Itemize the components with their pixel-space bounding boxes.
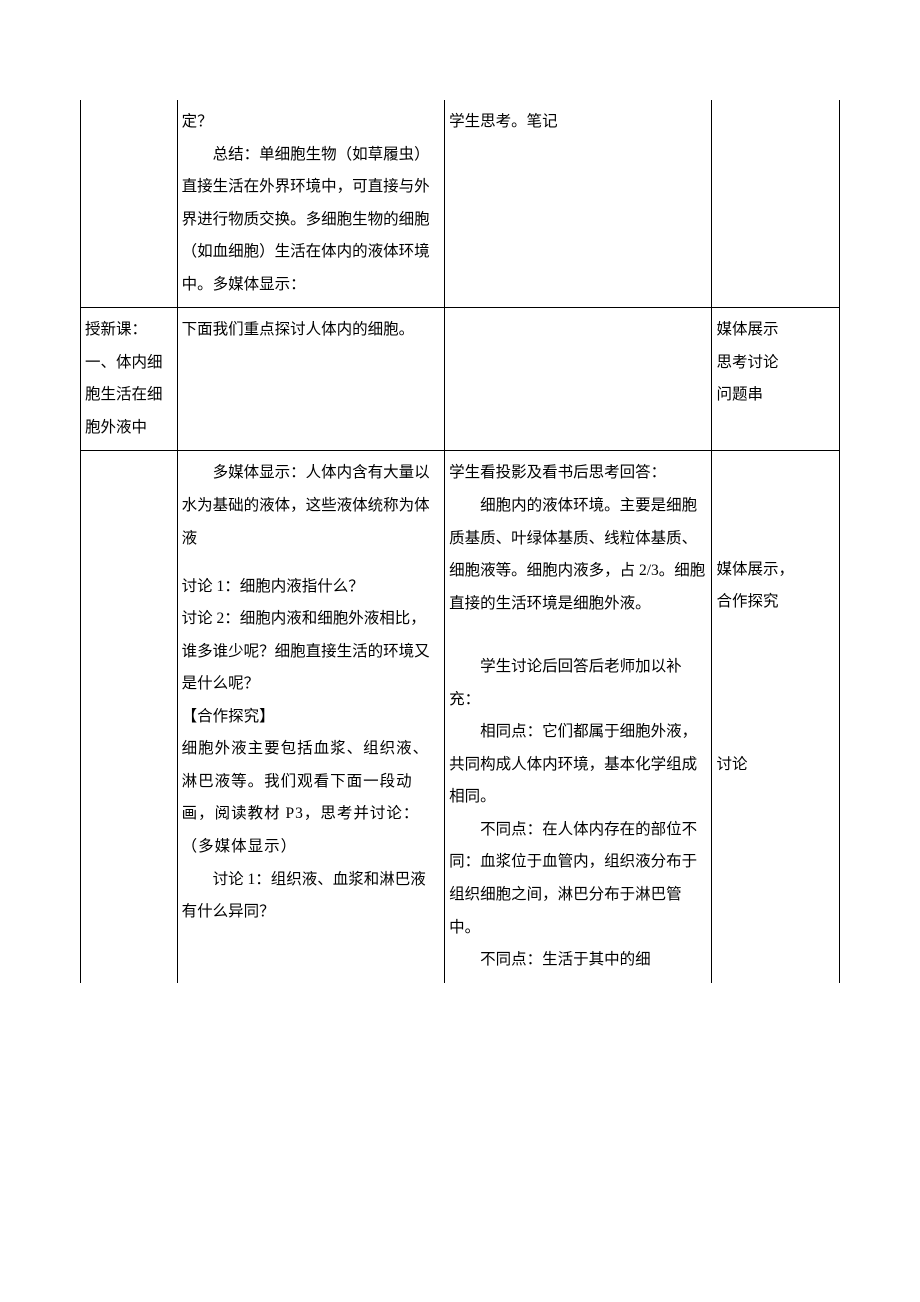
body-text: 学生思考。笔记 xyxy=(449,106,707,139)
section-heading: 【合作探究】 xyxy=(182,701,440,734)
table-row: 多媒体显示：人体内含有大量以水为基础的液体，这些液体统称为体液 讨论 1：细胞内… xyxy=(81,451,840,983)
body-text: 下面我们重点探讨人体内的细胞。 xyxy=(182,314,440,347)
cell-method xyxy=(712,100,840,308)
body-text: 相同点：它们都属于细胞外液，共同构成人体内环境，基本化学组成相同。 xyxy=(449,716,707,814)
cell-section xyxy=(81,100,178,308)
document-page: 定？ 总结：单细胞生物（如草履虫）直接生活在外界环境中，可直接与外界进行物质交换… xyxy=(0,0,920,1302)
cell-teacher: 多媒体显示：人体内含有大量以水为基础的液体，这些液体统称为体液 讨论 1：细胞内… xyxy=(177,451,444,983)
cell-student: 学生思考。笔记 xyxy=(445,100,712,308)
body-text: 学生看投影及看书后思考回答： xyxy=(449,457,707,490)
cell-method: 媒体展示 思考讨论 问题串 xyxy=(712,308,840,451)
body-text: 合作探究 xyxy=(716,586,835,619)
body-text: 不同点：生活于其中的细 xyxy=(449,944,707,977)
body-text: 总结：单细胞生物（如草履虫）直接生活在外界环境中，可直接与外界进行物质交换。多细… xyxy=(182,139,440,302)
body-text: 定？ xyxy=(182,106,440,139)
cell-section xyxy=(81,451,178,983)
cell-section: 授新课： 一、体内细胞生活在细胞外液中 xyxy=(81,308,178,451)
body-text: 媒体展示， xyxy=(716,554,835,587)
body-text: 讨论 1：细胞内液指什么？ 讨论 2：细胞内液和细胞外液相比，谁多谁少呢？细胞直… xyxy=(182,571,440,701)
body-text: 讨论 xyxy=(716,749,835,782)
cell-teacher: 定？ 总结：单细胞生物（如草履虫）直接生活在外界环境中，可直接与外界进行物质交换… xyxy=(177,100,444,308)
body-text: 讨论 1：组织液、血浆和淋巴液有什么异同？ xyxy=(182,864,440,929)
body-text: 学生讨论后回答后老师加以补充： xyxy=(449,651,707,716)
body-text: 细胞外液主要包括血浆、组织液、淋巴液等。我们观看下面一段动画，阅读教材 P3，思… xyxy=(182,733,440,863)
cell-student xyxy=(445,308,712,451)
cell-teacher: 下面我们重点探讨人体内的细胞。 xyxy=(177,308,444,451)
body-text: 不同点：在人体内存在的部位不同：血浆位于血管内，组织液分布于组织细胞之间，淋巴分… xyxy=(449,814,707,944)
table-row: 定？ 总结：单细胞生物（如草履虫）直接生活在外界环境中，可直接与外界进行物质交换… xyxy=(81,100,840,308)
body-text: 多媒体显示：人体内含有大量以水为基础的液体，这些液体统称为体液 xyxy=(182,457,440,555)
lesson-plan-table: 定？ 总结：单细胞生物（如草履虫）直接生活在外界环境中，可直接与外界进行物质交换… xyxy=(80,100,840,983)
cell-student: 学生看投影及看书后思考回答： 细胞内的液体环境。主要是细胞质基质、叶绿体基质、线… xyxy=(445,451,712,983)
body-text: 细胞内的液体环境。主要是细胞质基质、叶绿体基质、线粒体基质、细胞液等。细胞内液多… xyxy=(449,490,707,620)
table-row: 授新课： 一、体内细胞生活在细胞外液中 下面我们重点探讨人体内的细胞。 媒体展示… xyxy=(81,308,840,451)
cell-method: 媒体展示， 合作探究 讨论 xyxy=(712,451,840,983)
